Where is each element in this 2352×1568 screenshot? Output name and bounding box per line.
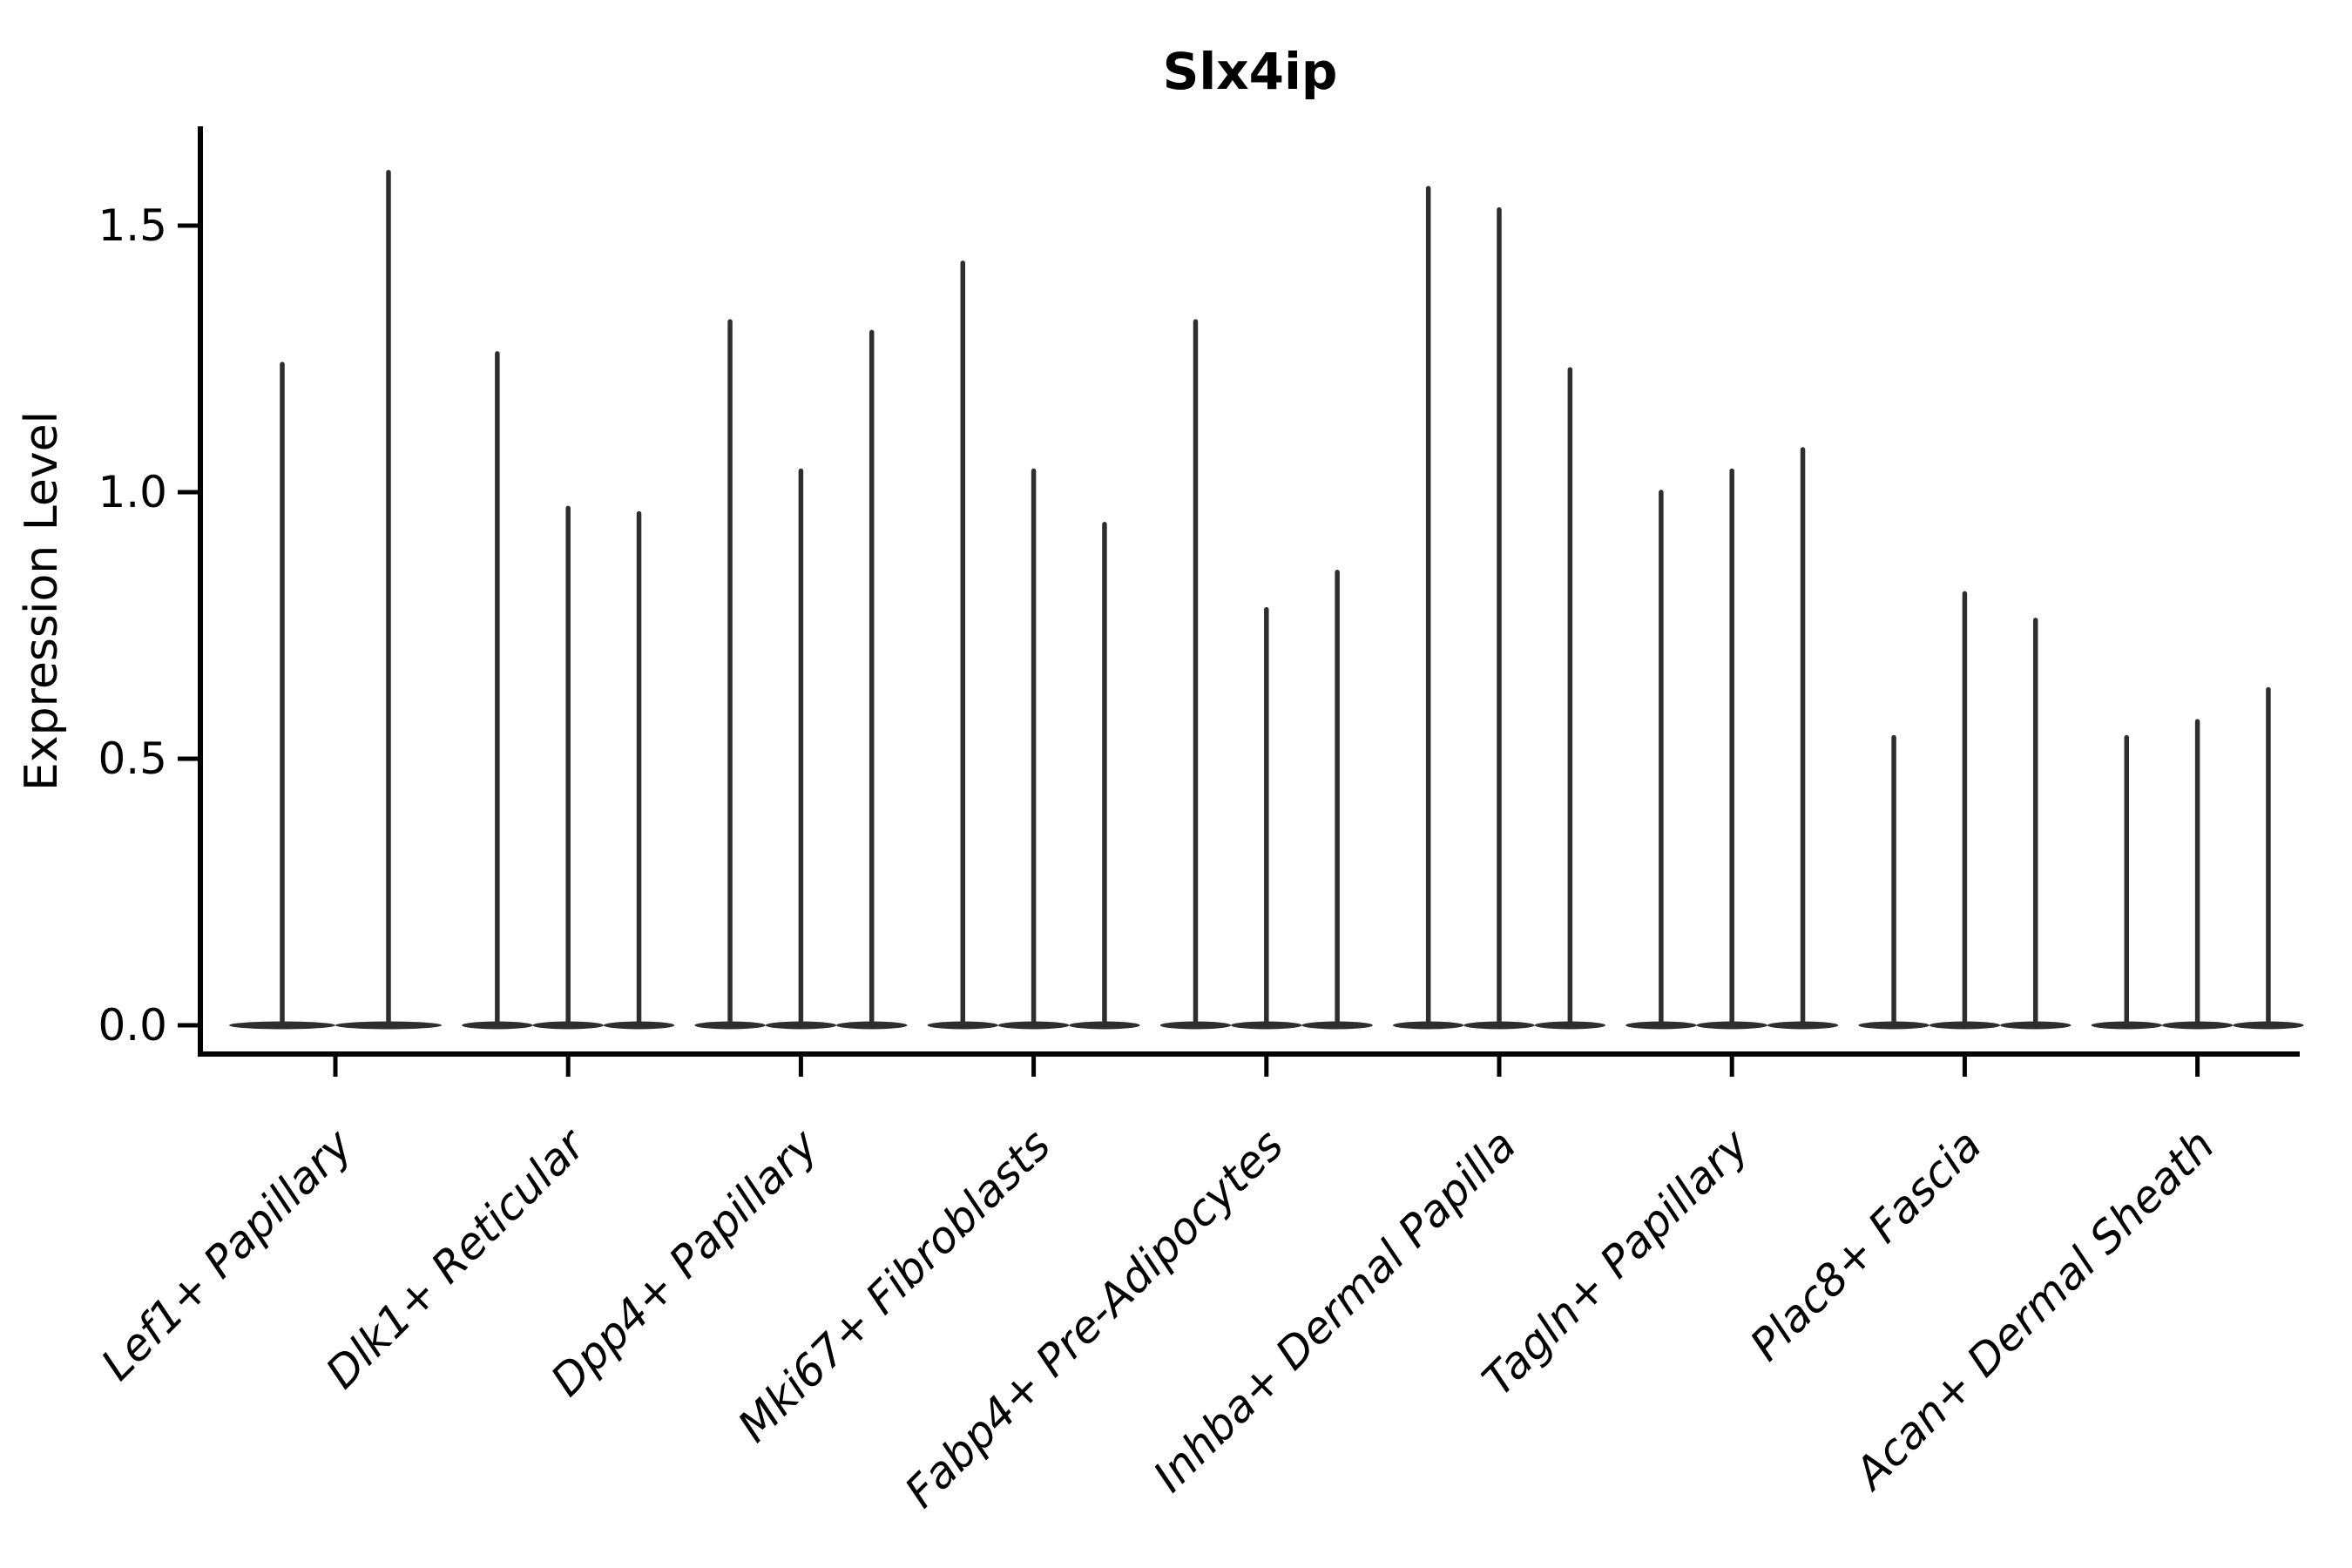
x-tick-label: Lef1+ Papillary bbox=[91, 1119, 362, 1389]
y-tick-label: 1.5 bbox=[98, 200, 167, 251]
y-tick-label: 1.0 bbox=[98, 467, 167, 517]
x-tick-label: Fabp4+ Pre-Adipocytes bbox=[896, 1119, 1294, 1517]
y-tick-label: 0.5 bbox=[98, 733, 167, 784]
chart-title: Slx4ip bbox=[1162, 42, 1338, 101]
y-tick-label: 0.0 bbox=[98, 1000, 167, 1051]
x-tick-label: Plac8+ Fascia bbox=[1740, 1119, 1991, 1370]
